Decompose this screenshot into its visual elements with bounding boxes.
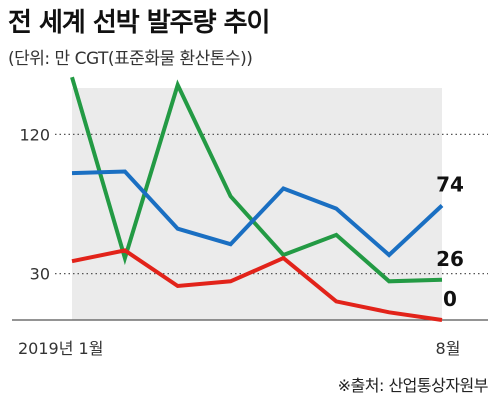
series-line-china <box>70 76 443 284</box>
series-line-japan <box>71 248 443 322</box>
x-tick-label: 2019년 1월 <box>18 339 103 358</box>
chart-subtitle: (단위: 만 CGT(표준화물 환산톤수)) <box>8 49 253 69</box>
source-note: ※출처: 산업통상자원부 <box>337 376 489 395</box>
data-label-korea: 74 <box>436 173 464 197</box>
data-label-japan: 0 <box>443 287 457 311</box>
data-label-china: 26 <box>436 247 464 271</box>
y-tick-label: 120 <box>19 125 50 144</box>
chart-title: 전 세계 선박 발주량 추이 <box>8 8 270 38</box>
series-line-korea <box>71 169 444 258</box>
x-tick-label: 8월 <box>436 339 461 358</box>
y-tick-label: 30 <box>30 265 50 284</box>
plot-area-background <box>72 88 442 320</box>
